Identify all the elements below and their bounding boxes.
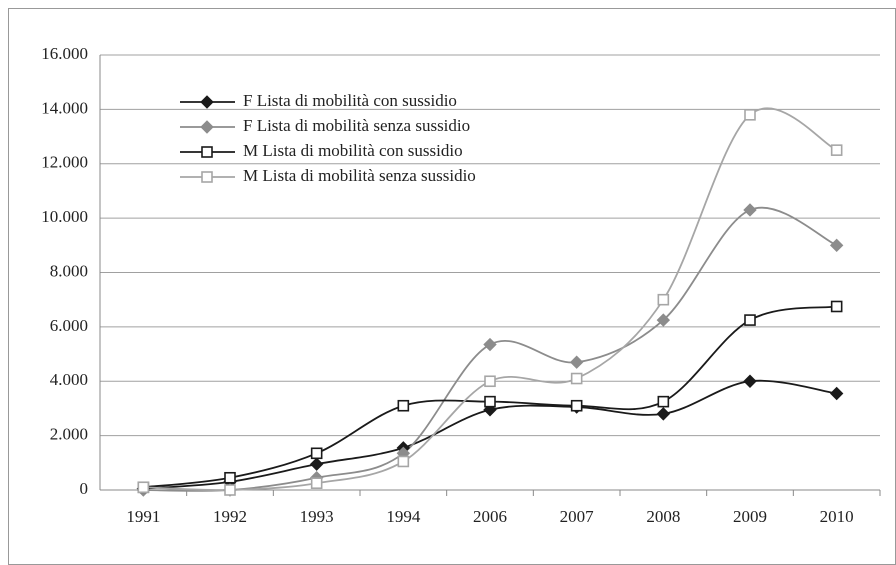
data-point xyxy=(829,386,844,401)
y-tick-label: 10.000 xyxy=(41,207,88,226)
data-point xyxy=(397,455,410,468)
data-point xyxy=(744,109,756,121)
x-tick-label: 1993 xyxy=(300,507,334,526)
data-point xyxy=(484,395,496,408)
data-point xyxy=(743,374,757,388)
legend-label: F Lista di mobilità senza sussidio xyxy=(243,116,470,135)
data-point xyxy=(397,399,410,412)
y-tick-label: 4.000 xyxy=(50,370,88,389)
data-point xyxy=(224,471,236,484)
x-tick-label: 1994 xyxy=(386,507,421,526)
legend-marker xyxy=(201,171,213,183)
y-tick-label: 16.000 xyxy=(41,44,88,63)
chart-frame xyxy=(8,8,896,565)
x-tick-label: 2006 xyxy=(473,507,507,526)
data-point xyxy=(570,399,583,412)
x-tick-label: 2009 xyxy=(733,507,767,526)
x-tick-label: 2008 xyxy=(646,507,680,526)
x-tick-label: 2010 xyxy=(820,507,854,526)
data-point xyxy=(310,447,323,460)
x-tick-label: 2007 xyxy=(560,507,595,526)
y-tick-label: 6.000 xyxy=(50,316,88,335)
data-point xyxy=(224,484,236,496)
series-line xyxy=(143,107,838,492)
data-point xyxy=(310,477,323,490)
data-point xyxy=(830,144,843,156)
data-point xyxy=(309,457,324,471)
data-point xyxy=(483,337,497,352)
y-tick-label: 2.000 xyxy=(50,425,88,444)
legend-marker xyxy=(201,146,213,158)
y-tick-label: 8.000 xyxy=(50,261,88,280)
y-tick-label: 14.000 xyxy=(41,98,88,117)
y-tick-label: 0 xyxy=(80,479,89,498)
legend-label: M Lista di mobilità con sussidio xyxy=(243,141,463,160)
data-point xyxy=(657,293,670,306)
legend-label: F Lista di mobilità con sussidio xyxy=(243,91,457,110)
data-point xyxy=(656,313,671,327)
data-point xyxy=(744,314,756,326)
data-point xyxy=(569,355,584,369)
data-point xyxy=(656,407,671,421)
data-point xyxy=(137,481,150,494)
legend-marker xyxy=(200,95,214,109)
data-point xyxy=(484,375,496,388)
x-tick-label: 1992 xyxy=(213,507,247,526)
legend-label: M Lista di mobilità senza sussidio xyxy=(243,166,476,185)
y-tick-label: 12.000 xyxy=(41,153,88,172)
data-point xyxy=(570,372,583,385)
data-point xyxy=(657,395,670,408)
data-point xyxy=(830,300,843,313)
data-point xyxy=(743,203,757,217)
x-tick-label: 1991 xyxy=(126,507,160,526)
legend-marker xyxy=(200,120,214,134)
data-point xyxy=(829,238,844,253)
